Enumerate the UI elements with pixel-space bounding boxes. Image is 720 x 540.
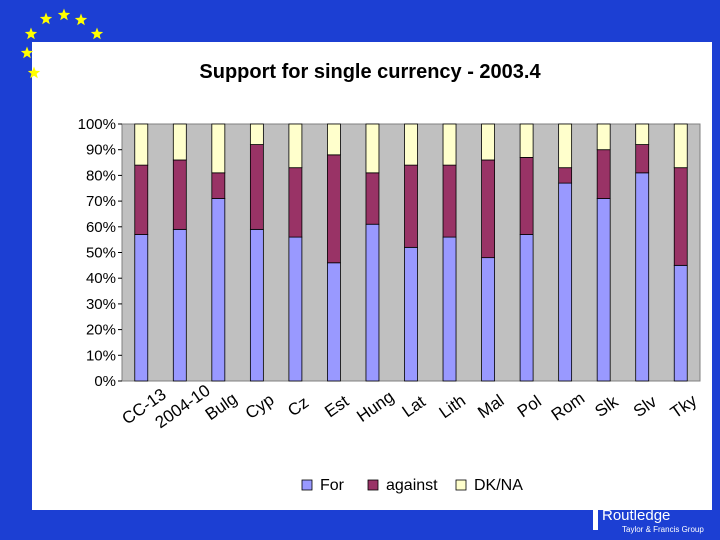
star-icon bbox=[90, 27, 104, 40]
bar-for-mal bbox=[481, 257, 495, 382]
legend-swatch-for bbox=[301, 479, 313, 491]
eu-stars-icon bbox=[20, 8, 104, 79]
bar-dk-na-cz bbox=[288, 123, 303, 169]
star-icon bbox=[24, 27, 38, 40]
bar-for-tky bbox=[673, 264, 688, 382]
bar-dk-na-tky bbox=[673, 123, 688, 169]
bar-against-slv bbox=[635, 144, 650, 174]
bar-dk-na-slv bbox=[635, 123, 650, 145]
bar-for-pol bbox=[519, 234, 534, 382]
bar-dk-na-pol bbox=[519, 123, 534, 158]
chart-title: Support for single currency - 2003.4 bbox=[199, 61, 541, 83]
bar-against-2004-10 bbox=[172, 159, 187, 230]
y-tick-label: 40% bbox=[86, 270, 116, 287]
x-tick-label: Slv bbox=[630, 392, 661, 421]
x-tick-label: Pol bbox=[514, 392, 545, 422]
y-tick-label: 20% bbox=[86, 322, 116, 339]
x-tick-label: Rom bbox=[548, 388, 588, 424]
y-tick-label: 70% bbox=[86, 193, 116, 210]
bar-against-pol bbox=[519, 157, 534, 235]
x-tick-label: Cyp bbox=[242, 390, 278, 423]
legend-swatch-against bbox=[367, 479, 379, 491]
x-tick-label: Lat bbox=[399, 392, 429, 421]
bar-dk-na-mal bbox=[481, 123, 495, 161]
x-tick-label: Slk bbox=[591, 392, 622, 421]
x-tick-label: Tky bbox=[667, 391, 701, 423]
bar-dk-na-bulg bbox=[211, 123, 226, 174]
bar-for-2004-10 bbox=[172, 228, 187, 382]
bar-for-cyp bbox=[249, 228, 264, 382]
bar-for-cz bbox=[288, 236, 303, 382]
bar-dk-na-hung bbox=[365, 123, 380, 174]
bar-against-bulg bbox=[211, 172, 226, 199]
legend-label-against: against bbox=[386, 477, 438, 494]
bar-for-slk bbox=[596, 198, 611, 382]
bar-against-tky bbox=[673, 167, 688, 266]
bar-against-mal bbox=[481, 159, 495, 259]
x-tick-label: Lith bbox=[436, 391, 469, 422]
bar-for-cc-13 bbox=[134, 234, 149, 382]
bar-for-bulg bbox=[211, 198, 226, 382]
publisher-name: Routledge bbox=[602, 507, 670, 524]
bar-against-cyp bbox=[249, 144, 264, 230]
y-tick-label: 0% bbox=[94, 373, 116, 390]
y-tick-label: 30% bbox=[86, 296, 116, 313]
y-tick-label: 90% bbox=[86, 142, 116, 159]
star-icon bbox=[20, 46, 34, 59]
bar-for-est bbox=[327, 262, 341, 382]
bar-dk-na-slk bbox=[596, 123, 611, 151]
x-tick-label: Cz bbox=[284, 393, 312, 420]
bar-for-lat bbox=[404, 246, 418, 382]
bar-against-lith bbox=[442, 164, 457, 238]
bar-dk-na-lat bbox=[404, 123, 418, 166]
star-icon bbox=[27, 66, 41, 79]
bar-dk-na-est bbox=[327, 123, 341, 156]
bar-dk-na-lith bbox=[442, 123, 457, 166]
bar-against-lat bbox=[404, 164, 418, 248]
bar-against-cc-13 bbox=[134, 164, 149, 235]
bar-dk-na-cc-13 bbox=[134, 123, 149, 166]
star-icon bbox=[74, 13, 88, 26]
bar-against-cz bbox=[288, 167, 303, 238]
star-icon bbox=[39, 12, 53, 25]
legend-swatch-dk-na bbox=[455, 479, 467, 491]
legend-label-dk-na: DK/NA bbox=[474, 477, 523, 494]
x-tick-label: Mal bbox=[474, 391, 507, 422]
bar-for-hung bbox=[365, 223, 380, 382]
y-tick-label: 60% bbox=[86, 219, 116, 236]
y-tick-label: 100% bbox=[78, 116, 116, 133]
bar-against-est bbox=[327, 154, 341, 264]
y-tick-label: 80% bbox=[86, 167, 116, 184]
y-tick-label: 10% bbox=[86, 347, 116, 364]
legend-label-for: For bbox=[320, 477, 345, 494]
bar-for-lith bbox=[442, 236, 457, 382]
bar-against-rom bbox=[558, 167, 573, 184]
bar-against-hung bbox=[365, 172, 380, 225]
publisher-group: Taylor & Francis Group bbox=[622, 525, 704, 534]
routledge-r-icon bbox=[593, 504, 598, 530]
y-tick-label: 50% bbox=[86, 245, 116, 262]
bar-for-slv bbox=[635, 172, 650, 382]
x-tick-label: Hung bbox=[353, 387, 397, 426]
bar-dk-na-rom bbox=[558, 123, 573, 169]
bar-dk-na-cyp bbox=[249, 123, 264, 145]
bar-for-rom bbox=[558, 182, 573, 382]
bar-against-slk bbox=[596, 149, 611, 199]
x-tick-label: Est bbox=[321, 392, 352, 422]
stacked-bar-chart: Support for single currency - 2003.4 0% 10… bbox=[78, 61, 701, 494]
routledge-logo: Routledge Taylor & Francis Group bbox=[593, 504, 704, 534]
bar-dk-na-2004-10 bbox=[172, 123, 187, 161]
star-icon bbox=[57, 8, 71, 21]
